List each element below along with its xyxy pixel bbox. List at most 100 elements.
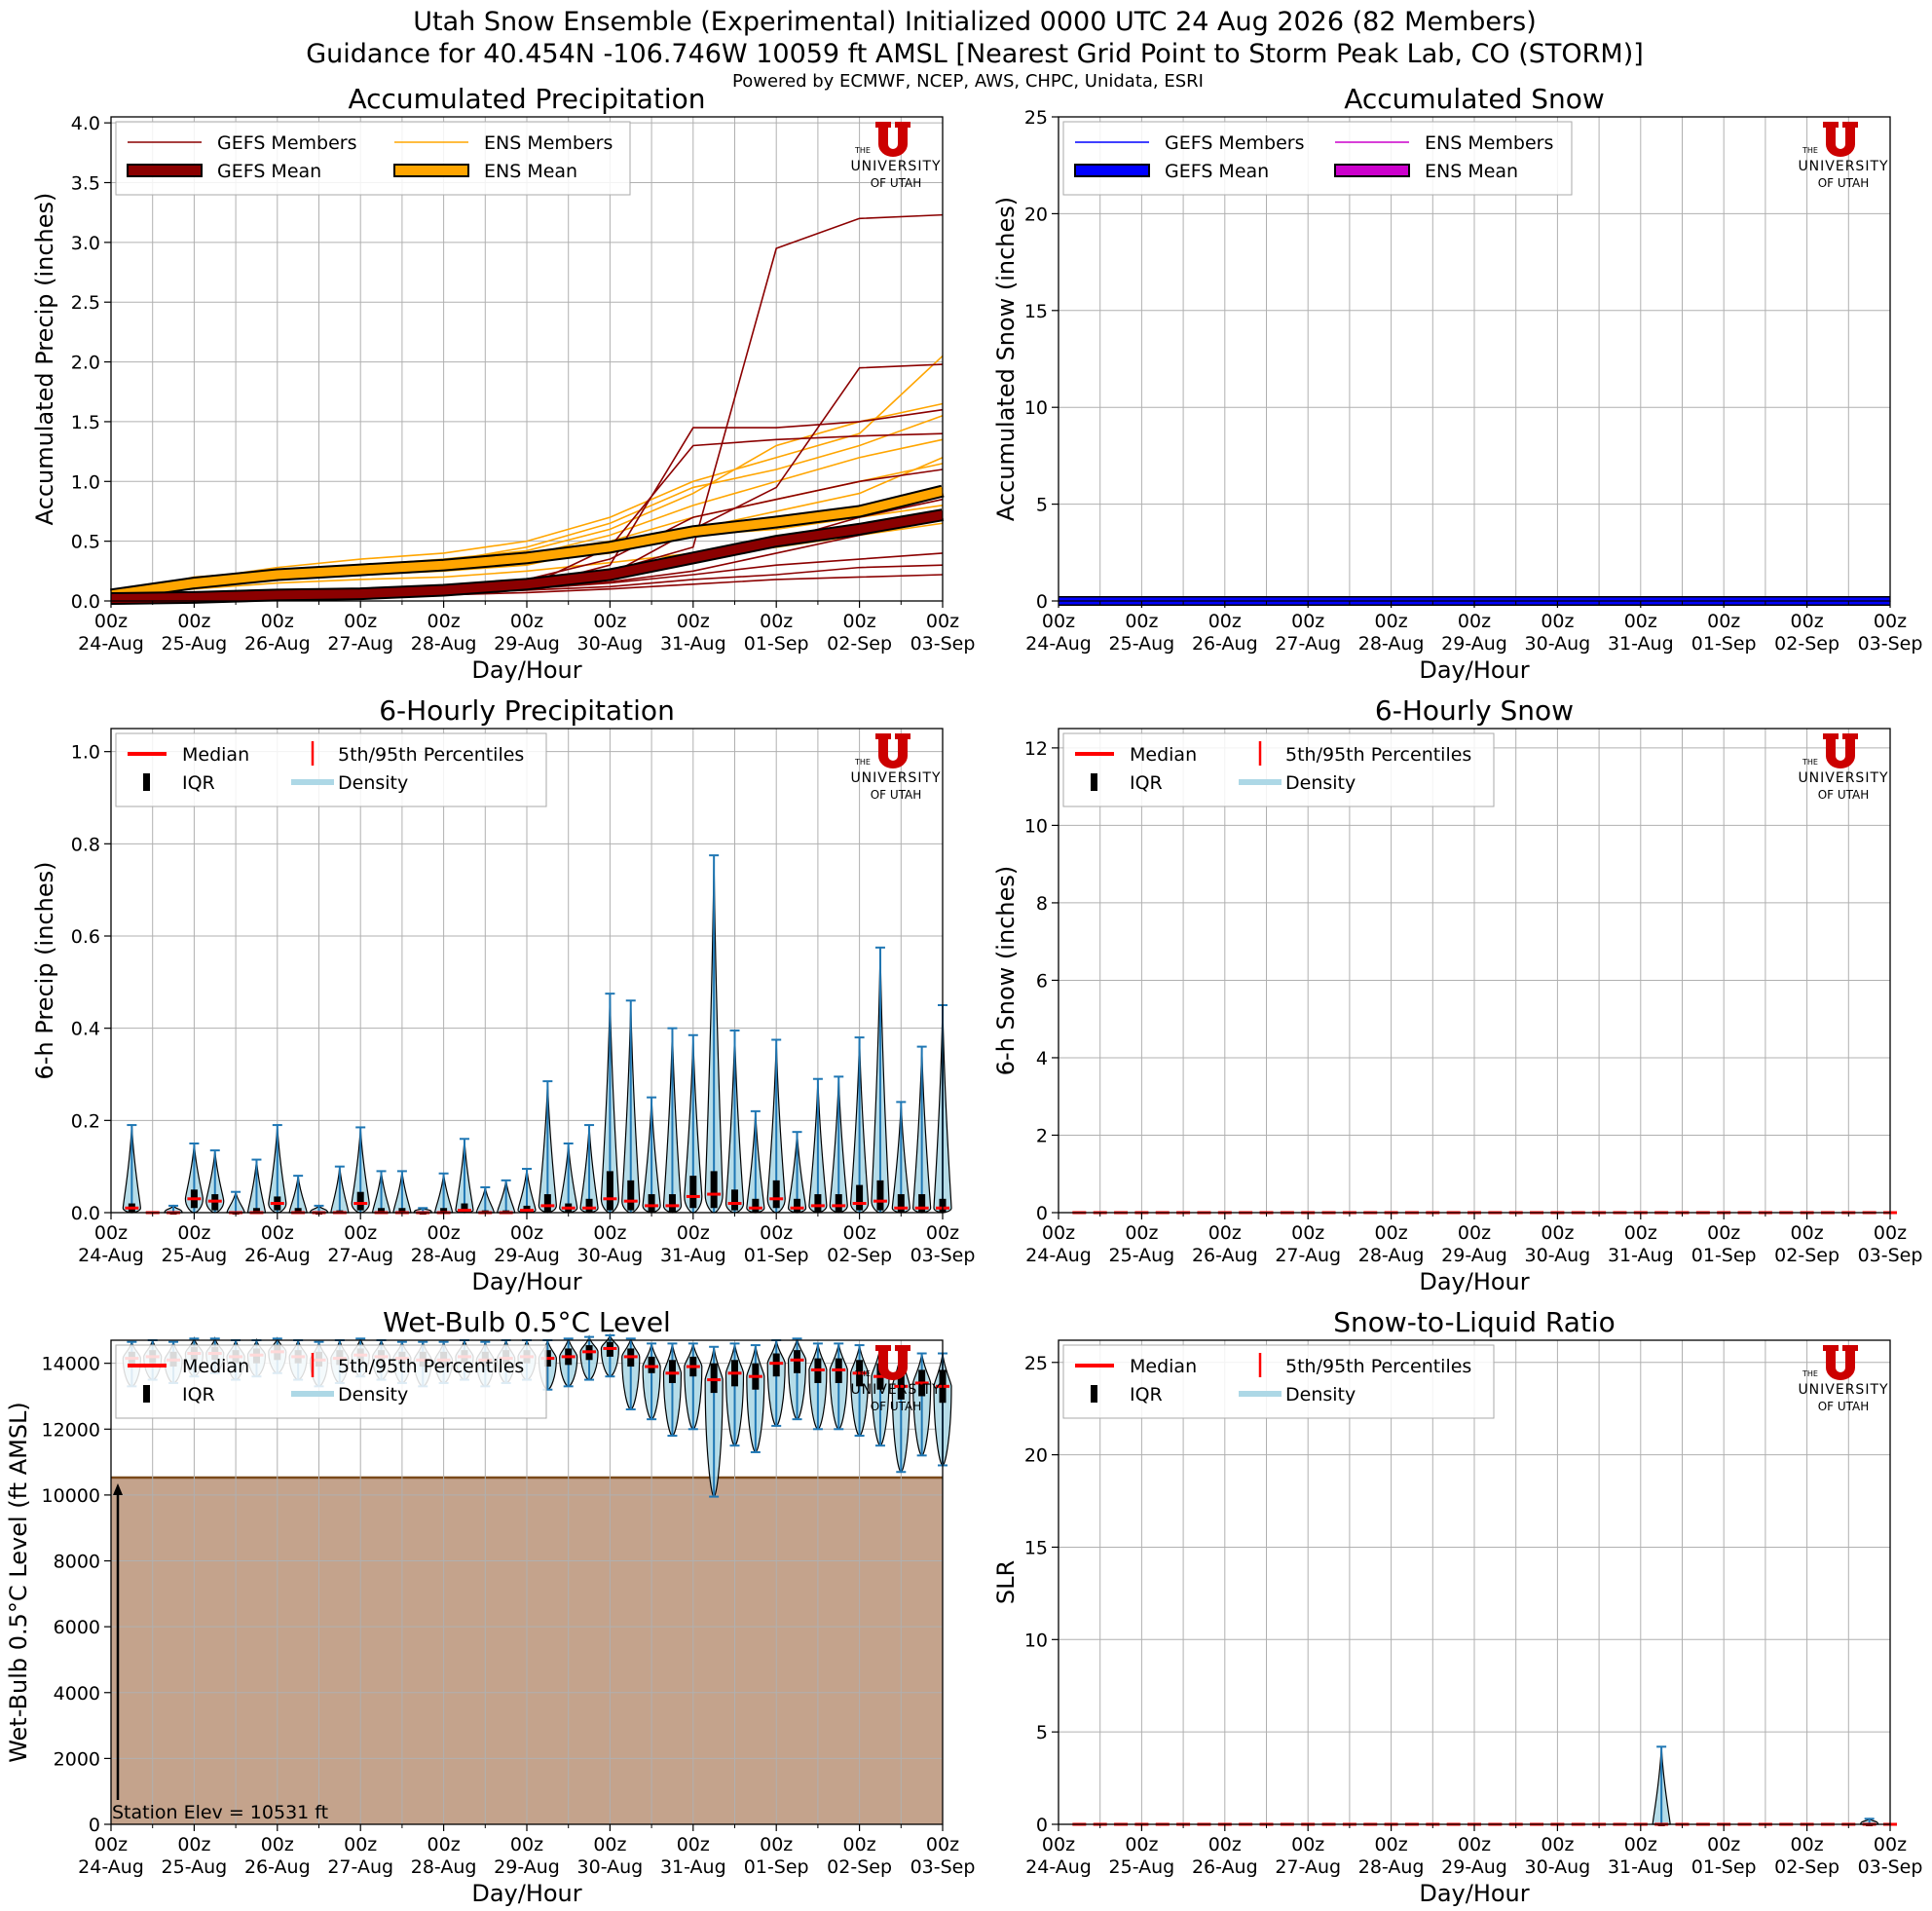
x-tick-hour-label: 00z bbox=[510, 1222, 543, 1244]
x-tick-hour-label: 00z bbox=[1874, 1222, 1907, 1244]
x-tick-hour-label: 00z bbox=[427, 611, 461, 632]
x-tick-day-label: 02-Sep bbox=[827, 633, 892, 655]
university-of-utah-logo: THE UNIVERSITY OF UTAH bbox=[850, 122, 941, 190]
x-tick-day-label: 27-Aug bbox=[327, 633, 393, 655]
x-tick-hour-label: 00z bbox=[843, 1222, 876, 1244]
iqr-bar bbox=[627, 1180, 635, 1211]
panel-6: 051015202500z24-Aug00z25-Aug00z26-Aug00z… bbox=[992, 1306, 1922, 1907]
x-tick-hour-label: 00z bbox=[177, 1834, 210, 1855]
iqr-bar bbox=[648, 1194, 655, 1213]
x-tick-hour-label: 00z bbox=[760, 611, 793, 632]
x-tick-day-label: 28-Aug bbox=[411, 1856, 477, 1878]
x-tick-hour-label: 00z bbox=[1541, 611, 1574, 632]
x-tick-hour-label: 00z bbox=[510, 611, 543, 632]
legend-density-label: Density bbox=[1285, 772, 1356, 794]
panel-title: Accumulated Precipitation bbox=[348, 83, 705, 115]
legend-box bbox=[115, 1344, 547, 1419]
x-tick-day-label: 27-Aug bbox=[327, 1245, 393, 1266]
panel-title: Wet-Bulb 0.5°C Level bbox=[383, 1306, 671, 1338]
x-tick-hour-label: 00z bbox=[593, 1834, 626, 1855]
y-tick-label: 0.0 bbox=[71, 591, 100, 613]
y-axis-label: 6-h Snow (inches) bbox=[992, 866, 1020, 1075]
x-tick-hour-label: 00z bbox=[926, 1222, 959, 1244]
iqr-bar bbox=[689, 1176, 697, 1209]
x-tick-day-label: 03-Sep bbox=[910, 1856, 976, 1878]
university-of-utah-logo: THE UNIVERSITY OF UTAH bbox=[1798, 1345, 1888, 1413]
legend: Median 5th/95th Percentiles IQR Density bbox=[1062, 732, 1495, 807]
y-tick-label: 25 bbox=[1024, 107, 1048, 129]
legend-iqr-label: IQR bbox=[1130, 1384, 1163, 1405]
x-tick-day-label: 29-Aug bbox=[1441, 633, 1507, 655]
panel-4: 02468101200z24-Aug00z25-Aug00z26-Aug00z2… bbox=[992, 694, 1922, 1295]
y-tick-label: 25 bbox=[1024, 1353, 1048, 1374]
y-tick-label: 1.5 bbox=[71, 412, 100, 433]
y-tick-label: 2 bbox=[1036, 1125, 1048, 1146]
legend-box bbox=[1062, 1344, 1495, 1419]
legend-median-label: Median bbox=[1130, 744, 1197, 766]
y-tick-label: 0 bbox=[1036, 591, 1048, 613]
x-tick-day-label: 26-Aug bbox=[1192, 1245, 1258, 1266]
iqr-bar bbox=[835, 1194, 842, 1213]
x-tick-day-label: 03-Sep bbox=[910, 633, 976, 655]
y-tick-label: 8 bbox=[1036, 893, 1048, 915]
legend-gefs-mean-label: GEFS Mean bbox=[1165, 161, 1269, 182]
y-tick-label: 4000 bbox=[54, 1683, 100, 1705]
x-tick-day-label: 24-Aug bbox=[78, 1856, 144, 1878]
x-tick-day-label: 30-Aug bbox=[577, 1856, 644, 1878]
x-tick-hour-label: 00z bbox=[1707, 1834, 1740, 1855]
x-tick-hour-label: 00z bbox=[1707, 1222, 1740, 1244]
x-tick-day-label: 26-Aug bbox=[1192, 1856, 1258, 1878]
x-tick-hour-label: 00z bbox=[1125, 1834, 1158, 1855]
legend-median-label: Median bbox=[1130, 1356, 1197, 1377]
x-tick-day-label: 26-Aug bbox=[244, 633, 311, 655]
x-tick-day-label: 03-Sep bbox=[910, 1245, 976, 1266]
legend-iqr-label: IQR bbox=[182, 1384, 215, 1405]
logo-text-of-utah: OF UTAH bbox=[1818, 788, 1870, 802]
x-axis-label: Day/Hour bbox=[471, 1880, 581, 1907]
x-tick-day-label: 03-Sep bbox=[1858, 1856, 1923, 1878]
y-tick-label: 4.0 bbox=[71, 113, 100, 134]
logo-text-university: UNIVERSITY bbox=[1798, 770, 1888, 786]
ens-mean-line bbox=[110, 486, 945, 600]
logo-u-mark bbox=[1823, 1345, 1858, 1380]
x-tick-hour-label: 00z bbox=[1874, 611, 1907, 632]
x-tick-day-label: 25-Aug bbox=[162, 1856, 228, 1878]
x-tick-day-label: 03-Sep bbox=[1858, 1245, 1923, 1266]
iqr-bar bbox=[794, 1198, 801, 1213]
x-tick-hour-label: 00z bbox=[1791, 1834, 1824, 1855]
iqr-bar bbox=[648, 1356, 655, 1373]
x-tick-day-label: 24-Aug bbox=[78, 1245, 144, 1266]
y-tick-label: 3.5 bbox=[71, 172, 100, 194]
iqr-bar bbox=[876, 1180, 884, 1211]
y-tick-label: 6000 bbox=[54, 1617, 100, 1638]
x-tick-hour-label: 00z bbox=[1125, 1222, 1158, 1244]
x-tick-day-label: 02-Sep bbox=[827, 1856, 892, 1878]
y-tick-label: 0.5 bbox=[71, 532, 100, 553]
x-tick-day-label: 01-Sep bbox=[744, 1856, 809, 1878]
legend: Median 5th/95th Percentiles IQR Density bbox=[115, 1344, 547, 1419]
figure-title-line2: Guidance for 40.454N -106.746W 10059 ft … bbox=[306, 39, 1644, 69]
legend-ens-mean-label: ENS Mean bbox=[484, 161, 577, 182]
x-tick-hour-label: 00z bbox=[760, 1222, 793, 1244]
y-tick-label: 6 bbox=[1036, 970, 1048, 992]
x-tick-hour-label: 00z bbox=[1291, 1222, 1324, 1244]
logo-text-of-utah: OF UTAH bbox=[1818, 176, 1870, 190]
x-tick-hour-label: 00z bbox=[261, 1222, 294, 1244]
x-tick-hour-label: 00z bbox=[1375, 1834, 1408, 1855]
x-tick-day-label: 02-Sep bbox=[1774, 1856, 1839, 1878]
legend-gefs-mean-swatch bbox=[127, 164, 203, 177]
legend-ens-mean-swatch bbox=[1334, 164, 1410, 177]
logo-text-university: UNIVERSITY bbox=[1798, 1382, 1888, 1398]
x-axis-label: Day/Hour bbox=[1419, 1880, 1529, 1907]
y-tick-label: 20 bbox=[1024, 204, 1048, 225]
legend-percentiles-label: 5th/95th Percentiles bbox=[1285, 1356, 1471, 1377]
x-tick-hour-label: 00z bbox=[1042, 1222, 1075, 1244]
x-tick-hour-label: 00z bbox=[593, 1222, 626, 1244]
x-tick-hour-label: 00z bbox=[760, 1834, 793, 1855]
x-tick-day-label: 29-Aug bbox=[1441, 1856, 1507, 1878]
y-axis-label: Accumulated Snow (inches) bbox=[992, 197, 1020, 521]
x-tick-day-label: 25-Aug bbox=[162, 633, 228, 655]
y-tick-label: 0.4 bbox=[71, 1019, 100, 1040]
y-tick-label: 2000 bbox=[54, 1748, 100, 1770]
